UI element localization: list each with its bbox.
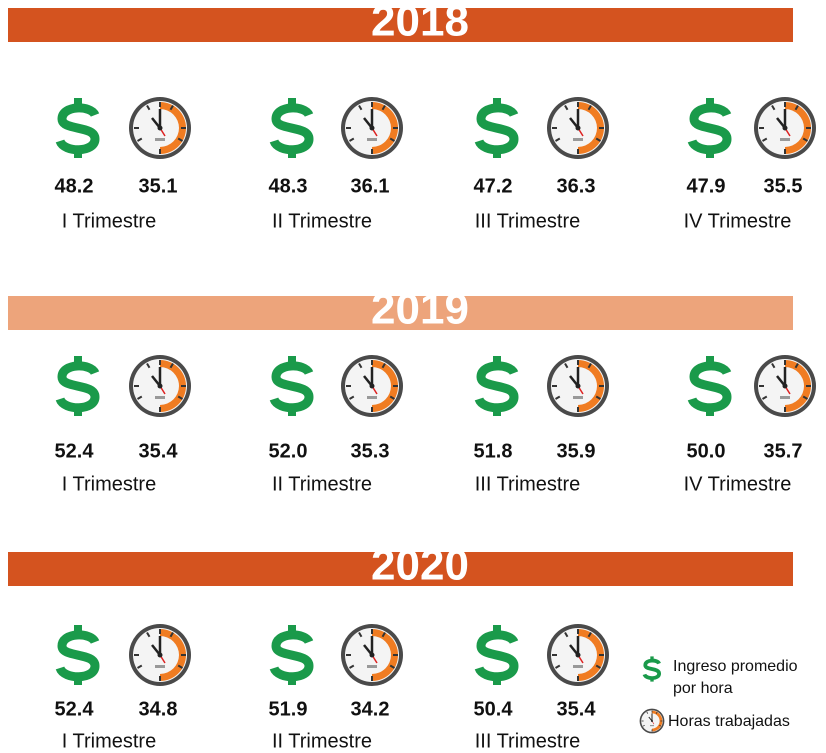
legend-dollar	[642, 654, 662, 684]
legend-income: por hora	[673, 680, 733, 697]
hours-value: 35.7	[764, 440, 803, 462]
hours-value: 35.5	[764, 175, 803, 197]
quarter-label: III Trimestre	[475, 730, 581, 752]
income-value: 52.4	[55, 698, 95, 720]
income-value: 51.8	[474, 440, 513, 462]
income-value: 51.9	[269, 698, 308, 720]
year-title: 2019	[371, 285, 469, 334]
dollar-icon	[692, 98, 727, 158]
dollar-icon	[274, 98, 309, 158]
hours-value: 34.8	[139, 698, 178, 720]
year-title: 2018	[371, 0, 469, 46]
quarter-label: III Trimestre	[475, 210, 581, 232]
clock-icon	[545, 622, 611, 688]
quarter-label: I Trimestre	[62, 730, 156, 752]
year-band	[8, 8, 793, 42]
legend-hours: Horas trabajadas	[668, 713, 790, 730]
income-value: 47.9	[687, 175, 726, 197]
hours-value: 36.1	[351, 175, 390, 197]
hours-value: 35.9	[557, 440, 596, 462]
clock-icon	[545, 95, 611, 161]
legend-income: Ingreso promedio	[673, 658, 798, 675]
quarter-label: I Trimestre	[62, 210, 156, 232]
income-value: 52.4	[55, 440, 95, 462]
year-band	[8, 296, 793, 330]
clock-icon	[127, 622, 193, 688]
clock-icon	[339, 353, 405, 419]
quarter-label: I Trimestre	[62, 473, 156, 495]
quarter-label: II Trimestre	[272, 473, 372, 495]
clock-icon	[127, 95, 193, 161]
dollar-icon	[60, 98, 95, 158]
hours-value: 35.1	[139, 175, 178, 197]
dollar-icon	[479, 356, 514, 416]
clock-icon	[752, 95, 818, 161]
dollar-icon	[60, 356, 95, 416]
hours-value: 35.3	[351, 440, 390, 462]
year-title: 2020	[371, 541, 469, 590]
clock-icon	[752, 353, 818, 419]
income-value: 52.0	[269, 440, 308, 462]
quarter-label: II Trimestre	[272, 210, 372, 232]
dollar-icon	[274, 356, 309, 416]
dollar-icon	[274, 625, 309, 685]
income-value: 48.2	[55, 175, 94, 197]
legend-clock	[639, 708, 665, 734]
year-band	[8, 552, 793, 586]
income-value: 50.0	[687, 440, 726, 462]
quarter-label: IV Trimestre	[684, 210, 792, 232]
hours-value: 35.4	[557, 698, 597, 720]
income-value: 48.3	[269, 175, 308, 197]
hours-value: 36.3	[557, 175, 596, 197]
quarter-label: IV Trimestre	[684, 473, 792, 495]
dollar-icon	[60, 625, 95, 685]
clock-icon	[339, 95, 405, 161]
dollar-icon	[479, 625, 514, 685]
clock-icon	[127, 353, 193, 419]
income-value: 47.2	[474, 175, 513, 197]
dollar-icon	[479, 98, 514, 158]
income-value: 50.4	[474, 698, 514, 720]
quarter-label: III Trimestre	[475, 473, 581, 495]
dollar-icon	[692, 356, 727, 416]
clock-icon	[339, 622, 405, 688]
quarter-label: II Trimestre	[272, 730, 372, 752]
hours-value: 34.2	[351, 698, 390, 720]
clock-icon	[545, 353, 611, 419]
hours-value: 35.4	[139, 440, 179, 462]
